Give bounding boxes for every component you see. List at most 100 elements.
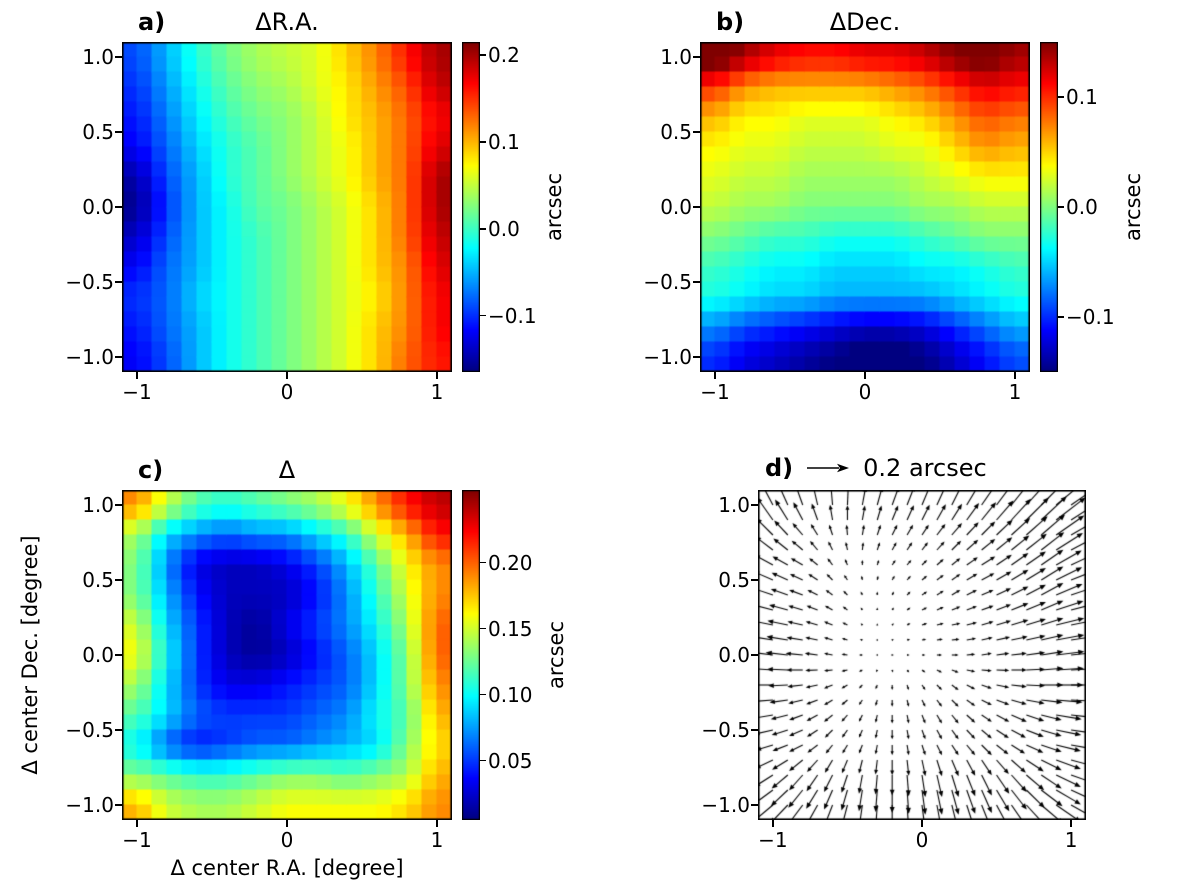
xtick-mark-a: [436, 372, 438, 379]
ytick-mark-a: [115, 281, 122, 283]
xtick-label-b: −1: [700, 380, 730, 404]
ytick-label-d: 1.0: [718, 493, 750, 517]
xtick-label-c: −1: [122, 828, 152, 852]
xtick-label-a: 0: [280, 380, 294, 404]
xtick-label-a: −1: [122, 380, 152, 404]
ytick-mark-c: [115, 804, 122, 806]
quiver-key-label: 0.2 arcsec: [863, 454, 987, 482]
ytick-label-c: 0.0: [82, 643, 114, 667]
xtick-label-b: 1: [1008, 380, 1022, 404]
panel-d-tag: d): [765, 454, 794, 482]
ytick-mark-b: [693, 281, 700, 283]
ytick-mark-b: [693, 56, 700, 58]
ytick-label-d: −1.0: [701, 793, 750, 817]
xtick-label-b: 0: [858, 380, 872, 404]
ytick-mark-d: [751, 729, 758, 731]
panel-d-header: d) 0.2 arcsec: [765, 454, 987, 482]
ytick-label-d: 0.5: [718, 568, 750, 592]
ytick-label-a: 1.0: [82, 45, 114, 69]
ytick-label-a: −0.5: [65, 270, 114, 294]
colorbar-tick-label-c: 0.10: [488, 682, 533, 707]
ytick-label-c: 1.0: [82, 493, 114, 517]
xtick-label-d: 0: [915, 828, 929, 852]
colorbar-tick-mark-a: [480, 227, 486, 230]
ytick-label-a: 0.0: [82, 195, 114, 219]
panel-a-tag: a): [138, 8, 166, 36]
colorbar-tick-mark-a: [480, 141, 486, 143]
colorbar-delta-dec: [1040, 42, 1058, 372]
ytick-mark-a: [115, 56, 122, 58]
quiver-offset-vectors: [758, 490, 1086, 820]
ytick-mark-b: [693, 206, 700, 208]
xtick-label-d: −1: [758, 828, 788, 852]
xtick-mark-a: [136, 372, 138, 379]
colorbar-tick-label-a: 0.2: [488, 43, 520, 68]
heatmap-delta-dec: [700, 42, 1030, 372]
xtick-mark-d: [1070, 820, 1072, 827]
colorbar-tick-label-a: 0.0: [488, 216, 520, 241]
colorbar-tick-label-a: −0.1: [488, 303, 537, 328]
colorbar-b-unit-label: arcsec: [1121, 173, 1145, 241]
ytick-mark-c: [115, 579, 122, 581]
panel-c-tag: c): [138, 456, 164, 484]
colorbar-tick-mark-b: [1058, 206, 1064, 208]
ytick-label-b: 0.5: [660, 120, 692, 144]
heatmap-delta-magnitude: [122, 490, 452, 820]
colorbar-tick-mark-b: [1058, 316, 1064, 318]
x-axis-label: Δ center R.A. [degree]: [170, 856, 404, 880]
xtick-label-c: 1: [430, 828, 444, 852]
ytick-mark-c: [115, 654, 122, 656]
heatmap-delta-ra: [122, 42, 452, 372]
xtick-mark-b: [714, 372, 716, 379]
colorbar-tick-label-a: 0.1: [488, 129, 520, 154]
panel-b-title: ΔDec.: [829, 8, 901, 36]
colorbar-tick-mark-a: [480, 314, 486, 317]
colorbar-tick-label-b: 0.0: [1066, 195, 1098, 219]
xtick-label-d: 1: [1064, 828, 1078, 852]
ytick-mark-c: [115, 504, 122, 506]
panel-b-tag: b): [716, 8, 745, 36]
xtick-mark-d: [772, 820, 774, 827]
ytick-label-a: −1.0: [65, 345, 114, 369]
ytick-mark-b: [693, 131, 700, 133]
ytick-mark-d: [751, 804, 758, 806]
ytick-mark-a: [115, 356, 122, 358]
ytick-mark-a: [115, 131, 122, 133]
ytick-mark-b: [693, 356, 700, 358]
quiver-key-arrow: [807, 463, 850, 473]
xtick-mark-c: [136, 820, 138, 827]
ytick-label-b: 0.0: [660, 195, 692, 219]
panel-c-title: Δ: [278, 456, 296, 484]
colorbar-tick-mark-c: [480, 561, 486, 564]
colorbar-a-unit-label: arcsec: [542, 173, 566, 241]
xtick-label-a: 1: [430, 380, 444, 404]
ytick-label-c: −1.0: [65, 793, 114, 817]
colorbar-tick-label-c: 0.15: [488, 616, 533, 641]
ytick-label-b: 1.0: [660, 45, 692, 69]
ytick-label-c: 0.5: [82, 568, 114, 592]
colorbar-tick-mark-c: [480, 693, 486, 696]
ytick-label-c: −0.5: [65, 718, 114, 742]
colorbar-tick-mark-c: [480, 627, 486, 630]
ytick-mark-a: [115, 206, 122, 208]
colorbar-tick-mark-b: [1058, 96, 1064, 98]
ytick-label-b: −0.5: [643, 270, 692, 294]
colorbar-tick-label-c: 0.05: [488, 748, 533, 773]
colorbar-c-unit-label: arcsec: [544, 621, 568, 689]
ytick-label-a: 0.5: [82, 120, 114, 144]
colorbar-tick-mark-a: [480, 54, 486, 56]
xtick-mark-b: [1014, 372, 1016, 379]
xtick-mark-b: [864, 372, 866, 379]
xtick-mark-c: [436, 820, 438, 827]
colorbar-tick-mark-c: [480, 759, 486, 762]
ytick-label-b: −1.0: [643, 345, 692, 369]
ytick-label-d: 0.0: [718, 643, 750, 667]
panel-a-title: ΔR.A.: [255, 8, 319, 36]
xtick-label-c: 0: [280, 828, 294, 852]
ytick-mark-d: [751, 579, 758, 581]
xtick-mark-c: [286, 820, 288, 827]
colorbar-tick-label-b: −0.1: [1066, 305, 1115, 329]
colorbar-delta-ra: [462, 42, 480, 372]
ytick-mark-d: [751, 504, 758, 506]
